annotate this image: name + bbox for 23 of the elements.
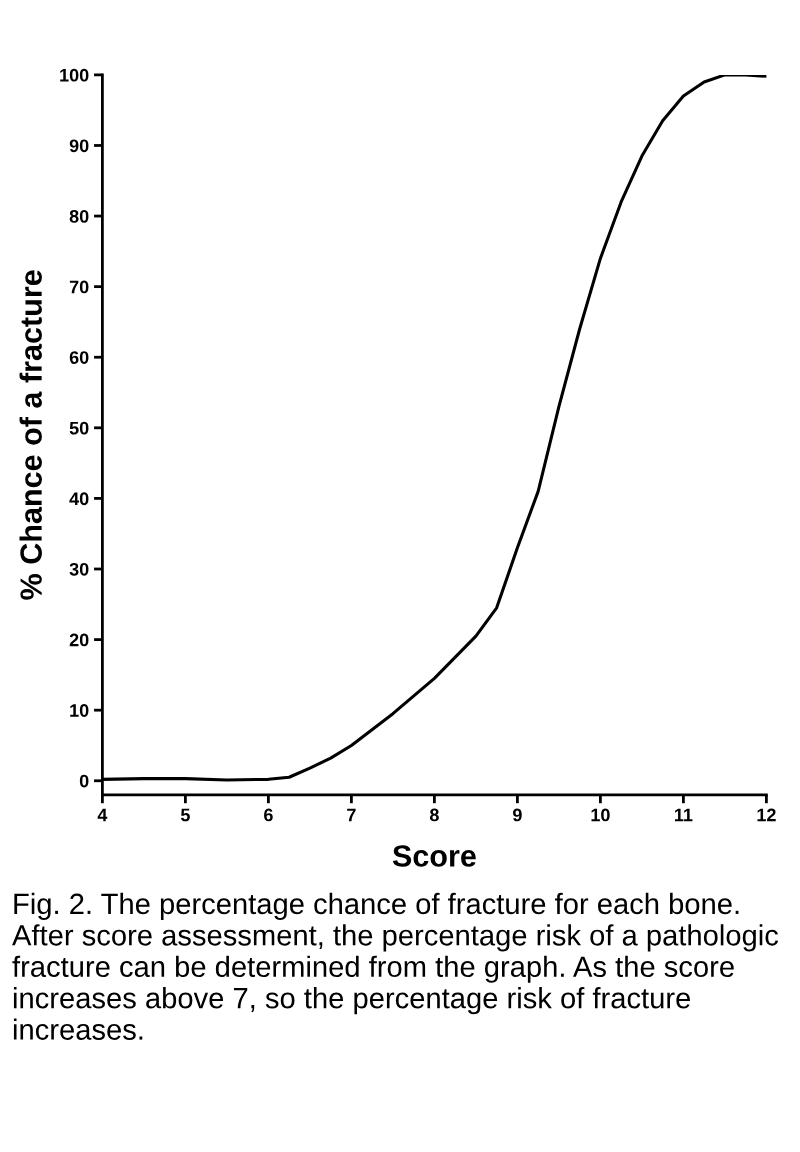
caption: Fig. 2. The percentage chance of fracture for each bone. After score assessment, the percentage risk of a pathologic fracture can be determined from the graph. As the score increases above 7, so the percentage risk of fracture increases. <box>12 892 779 1040</box>
y-tick-label: 80 <box>69 209 89 223</box>
y-axis-title: % Chance of a fracture <box>19 270 42 600</box>
y-tick-label: 10 <box>70 704 89 717</box>
x-tick-label: 8 <box>429 808 439 822</box>
y-tick-label: 100 <box>60 68 89 82</box>
y-tick-label: 30 <box>69 562 89 576</box>
x-tick-label: 4 <box>97 808 108 822</box>
y-tick-label: 0 <box>79 774 89 788</box>
x-tick-label: 9 <box>513 808 522 822</box>
y-tick-label: 50 <box>69 421 89 435</box>
y-tick-label: 70 <box>69 280 89 294</box>
x-tick-label: 11 <box>674 808 693 822</box>
x-tick-label: 5 <box>180 808 190 822</box>
x-tick-label: 12 <box>757 808 776 822</box>
y-tick-label: 90 <box>69 139 89 153</box>
y-tick-label: 60 <box>69 351 89 364</box>
y-tick-label: 40 <box>69 492 89 506</box>
x-tick-label: 7 <box>347 808 356 822</box>
x-tick-label: 10 <box>591 808 610 822</box>
x-tick-label: 6 <box>264 808 273 822</box>
y-tick-label: 20 <box>69 633 89 647</box>
x-axis-title: Score <box>392 845 476 867</box>
